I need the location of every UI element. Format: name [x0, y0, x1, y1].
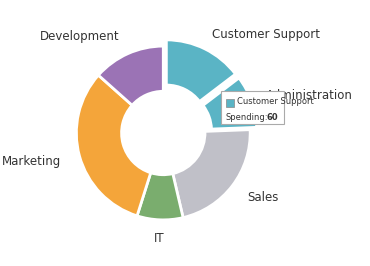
Text: Customer Support: Customer Support	[212, 28, 320, 41]
Wedge shape	[76, 75, 151, 216]
Text: IT: IT	[154, 232, 165, 246]
Wedge shape	[203, 78, 257, 129]
Text: Sales: Sales	[248, 191, 279, 204]
Wedge shape	[173, 130, 250, 218]
Wedge shape	[166, 40, 235, 102]
Text: Administration: Administration	[266, 89, 353, 102]
Wedge shape	[98, 46, 163, 105]
Text: Spending:: Spending:	[226, 113, 268, 122]
Text: Customer Support: Customer Support	[237, 97, 314, 106]
FancyBboxPatch shape	[222, 91, 284, 124]
Wedge shape	[137, 173, 183, 220]
Text: Marketing: Marketing	[2, 155, 61, 168]
Text: Development: Development	[40, 30, 120, 43]
Bar	[226, 99, 234, 107]
Text: 60: 60	[267, 113, 278, 122]
